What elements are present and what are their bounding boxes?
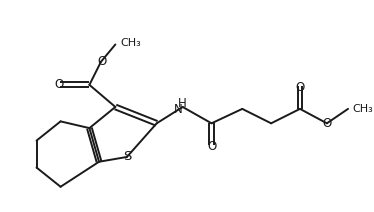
Text: O: O: [54, 78, 63, 91]
Text: O: O: [97, 55, 107, 68]
Text: N: N: [174, 103, 182, 116]
Text: CH₃: CH₃: [120, 38, 141, 47]
Text: S: S: [123, 151, 131, 163]
Text: O: O: [322, 117, 331, 130]
Text: O: O: [295, 81, 304, 94]
Text: O: O: [207, 140, 216, 153]
Text: CH₃: CH₃: [353, 104, 374, 114]
Text: H: H: [178, 97, 187, 110]
